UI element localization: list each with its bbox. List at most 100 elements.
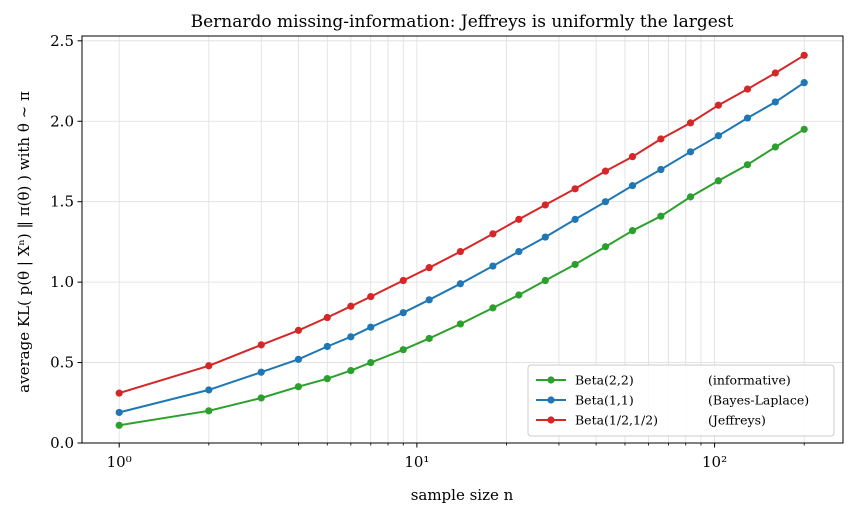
data-point (657, 135, 665, 143)
data-point (367, 293, 375, 301)
data-point (257, 394, 265, 402)
data-point (743, 161, 752, 169)
data-point (347, 367, 355, 375)
data-point (571, 260, 579, 269)
data-point (347, 302, 355, 310)
data-point (657, 165, 665, 174)
data-point (294, 326, 303, 334)
data-point (743, 85, 752, 93)
data-point (601, 167, 610, 175)
series-line (119, 128, 805, 427)
legend-note: (informative) (708, 373, 791, 388)
plot-frame (81, 35, 844, 444)
data-point (628, 227, 637, 235)
data-point (399, 309, 407, 317)
y-tick-label: 0.5 (50, 354, 74, 372)
data-point (515, 215, 523, 223)
legend-note: (Bayes-Laplace) (708, 393, 809, 408)
data-point (294, 355, 303, 363)
legend-marker (547, 376, 555, 384)
data-point (657, 212, 665, 220)
data-point (115, 389, 123, 397)
chart-title: Bernardo missing-information: Jeffreys i… (191, 12, 734, 32)
data-point (399, 346, 407, 354)
data-point (456, 280, 464, 288)
data-point (800, 125, 808, 133)
legend-label: Beta(2,2) (575, 373, 634, 388)
data-point (800, 79, 808, 87)
data-point (323, 313, 331, 322)
data-point (399, 276, 407, 285)
data-point (714, 101, 723, 109)
x-axis-label: sample size n (411, 486, 514, 504)
data-point (541, 233, 549, 241)
legend-marker (547, 396, 555, 404)
data-point (205, 362, 213, 370)
data-point (456, 320, 464, 328)
x-tick-label: 10⁰ (107, 453, 132, 471)
data-point (367, 358, 375, 367)
legend: Beta(2,2) (informative) Beta(1,1) (Bayes-La… (527, 364, 835, 437)
data-point (294, 383, 303, 391)
legend-item: Beta(1,1) (Bayes-Laplace) (536, 393, 809, 408)
x-tick-label: 10¹ (404, 453, 429, 471)
data-point (489, 230, 497, 238)
data-point (323, 375, 331, 383)
data-point (205, 386, 213, 394)
data-point (257, 341, 265, 349)
data-point (425, 264, 433, 272)
data-point (743, 114, 752, 122)
data-point (489, 262, 497, 270)
y-axis-label: average KL( p(θ | Xⁿ) ‖ π(θ) ) with θ ~ … (15, 91, 33, 393)
legend-label: Beta(1,1) (575, 393, 634, 408)
legend-item: Beta(2,2) (informative) (536, 373, 791, 388)
data-point (515, 247, 523, 256)
data-point (115, 408, 123, 417)
data-point (714, 132, 723, 140)
data-point (601, 243, 610, 251)
legend-box (527, 364, 835, 437)
series-line (118, 54, 805, 395)
y-tick-label: 2.0 (50, 112, 74, 130)
data-point (541, 276, 549, 285)
y-tick-label: 1.5 (50, 193, 74, 211)
series-line (118, 81, 805, 414)
data-point (628, 182, 637, 190)
data-point (601, 198, 610, 206)
data-point (367, 323, 375, 331)
data-point (771, 143, 779, 151)
legend-marker (547, 416, 555, 424)
legend-note: (Jeffreys) (708, 413, 766, 428)
series-2 (115, 79, 808, 417)
legend-label: Beta(1/2,1/2) (575, 413, 658, 428)
data-point (771, 69, 779, 77)
data-point (515, 291, 523, 299)
y-tick-label: 0.0 (50, 434, 74, 452)
data-point (347, 333, 355, 341)
series-3 (115, 51, 808, 397)
x-tick-label: 10² (702, 453, 727, 471)
y-tick-label: 1.0 (50, 273, 74, 291)
data-point (541, 201, 549, 209)
data-point (771, 98, 779, 106)
y-tick-label: 2.5 (50, 32, 74, 50)
data-point (257, 368, 265, 376)
data-point (571, 185, 579, 193)
data-point (456, 247, 464, 256)
data-point (800, 51, 808, 59)
data-point (714, 177, 723, 185)
data-point (425, 296, 433, 304)
data-point (115, 421, 123, 429)
data-point (628, 153, 637, 161)
data-point (205, 407, 213, 415)
data-point (686, 148, 695, 156)
data-point (323, 342, 331, 351)
series-layer (115, 51, 808, 429)
data-point (686, 119, 695, 127)
data-point (489, 304, 497, 312)
ticks: 10⁰ 10¹ 10² 0.0 0.5 1.0 1.5 2.0 2.5 (50, 32, 805, 471)
data-point (425, 334, 433, 343)
data-point (571, 215, 579, 223)
series-1 (115, 125, 808, 429)
